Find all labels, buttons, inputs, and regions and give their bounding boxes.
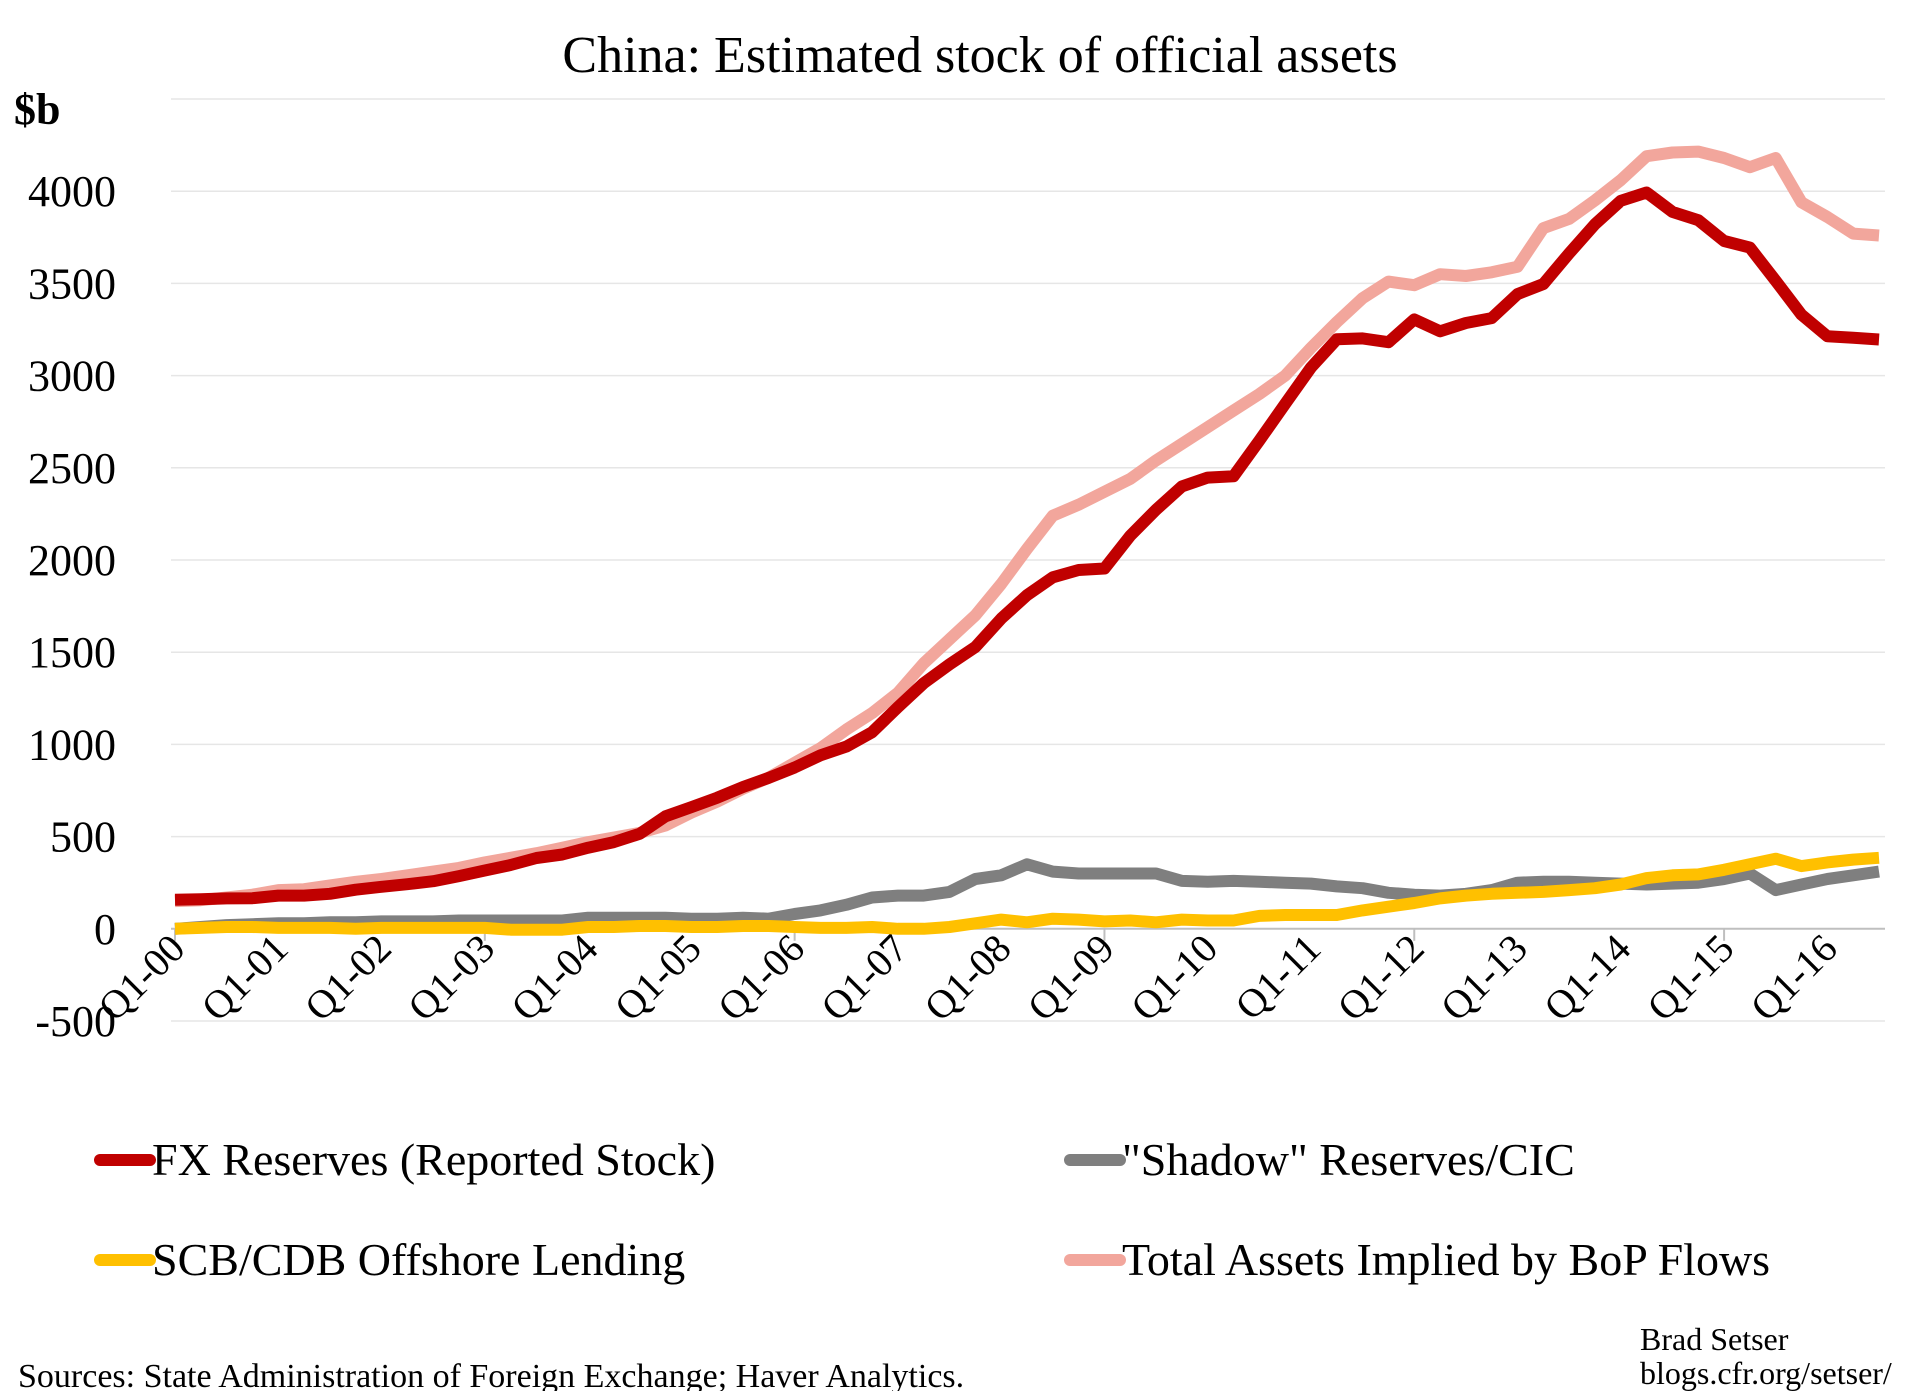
- legend-label: SCB/CDB Offshore Lending: [152, 1234, 685, 1285]
- x-tick-label: Q1-16: [1742, 925, 1846, 1029]
- x-tick-label: Q1-10: [1122, 925, 1226, 1029]
- x-tick-label: Q1-14: [1535, 925, 1639, 1029]
- x-tick-label: Q1-15: [1638, 925, 1742, 1029]
- x-tick-label: Q1-08: [915, 925, 1019, 1029]
- website: blogs.cfr.org/setser/: [1640, 1355, 1892, 1391]
- x-tick-label: Q1-03: [399, 925, 503, 1029]
- legend-label: FX Reserves (Reported Stock): [152, 1134, 715, 1185]
- chart-title: China: Estimated stock of official asset…: [562, 27, 1397, 84]
- y-tick-label: 1500: [28, 628, 116, 677]
- x-tick-label: Q1-13: [1432, 925, 1536, 1029]
- y-axis-label: $b: [14, 85, 60, 134]
- legend-label: Total Assets Implied by BoP Flows: [1122, 1234, 1770, 1285]
- y-tick-label: 2500: [28, 444, 116, 493]
- y-tick-label: 2000: [28, 536, 116, 585]
- series-line: [174, 145, 1880, 908]
- x-tick-label: Q1-11: [1226, 925, 1329, 1028]
- author: Brad Setser: [1640, 1321, 1789, 1357]
- x-tick-label: Q1-04: [502, 925, 606, 1029]
- y-tick-label: -500: [35, 997, 116, 1046]
- y-tick-label: 500: [50, 813, 116, 862]
- x-tick-label: Q1-01: [193, 925, 297, 1029]
- source: Sources: State Administration of Foreign…: [18, 1358, 964, 1391]
- x-tick-label: Q1-05: [606, 925, 710, 1029]
- x-tick-label: Q1-07: [812, 925, 916, 1029]
- x-tick-label: Q1-02: [296, 925, 400, 1029]
- y-tick-label: 3000: [28, 352, 116, 401]
- y-tick-label: 4000: [28, 167, 116, 216]
- series-line: [174, 851, 1880, 936]
- y-tick-label: 0: [94, 905, 116, 954]
- series-line: [174, 186, 1880, 906]
- x-tick-label: Q1-09: [1019, 925, 1123, 1029]
- x-tick-label: Q1-12: [1329, 925, 1433, 1029]
- y-tick-label: 1000: [28, 720, 116, 769]
- y-tick-label: 3500: [28, 259, 116, 308]
- legend-label: "Shadow" Reserves/CIC: [1122, 1134, 1575, 1185]
- x-tick-label: Q1-06: [709, 925, 813, 1029]
